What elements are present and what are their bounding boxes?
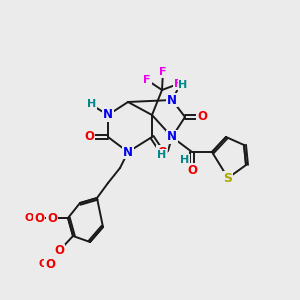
Text: N: N [167, 94, 177, 106]
Text: O: O [33, 213, 41, 223]
Text: O: O [157, 146, 167, 158]
Text: H: H [158, 150, 166, 160]
Text: S: S [224, 172, 232, 184]
Text: O: O [45, 257, 55, 271]
Text: F: F [143, 75, 151, 85]
Text: O: O [54, 244, 64, 257]
Text: F: F [174, 79, 182, 89]
Text: O: O [34, 212, 44, 224]
Text: N: N [123, 146, 133, 158]
Text: N: N [167, 130, 177, 143]
Text: O: O [197, 110, 207, 124]
Text: O: O [84, 130, 94, 143]
Text: O: O [47, 212, 57, 224]
Text: N: N [103, 109, 113, 122]
Text: O: O [187, 164, 197, 176]
Text: F: F [159, 67, 167, 77]
Text: O: O [24, 213, 34, 223]
Text: O: O [38, 259, 48, 269]
Text: H: H [178, 80, 188, 90]
Text: H: H [87, 99, 97, 109]
Text: H: H [180, 155, 190, 165]
